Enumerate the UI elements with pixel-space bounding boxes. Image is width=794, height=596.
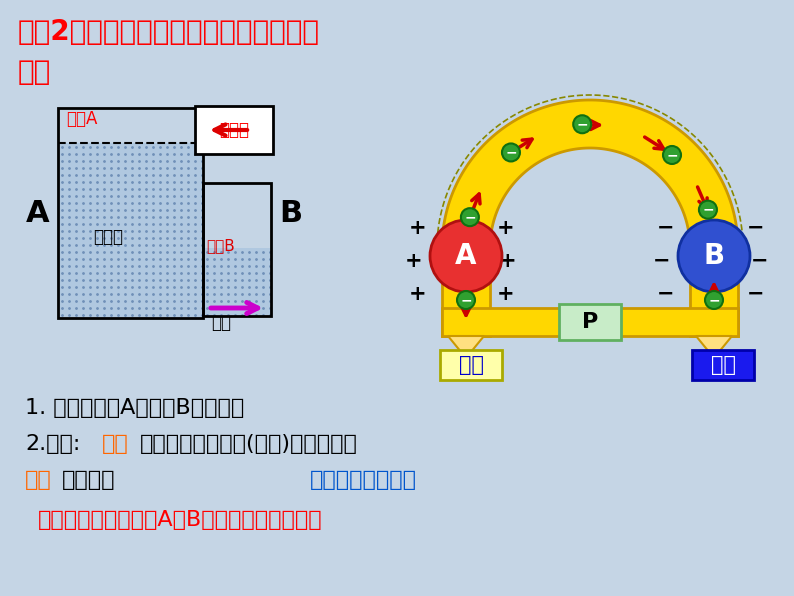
Polygon shape	[442, 100, 738, 248]
Text: −: −	[708, 293, 720, 307]
Text: 这个装置就是电源。A、B就是电源的两个极。: 这个装置就是电源。A、B就是电源的两个极。	[38, 510, 322, 530]
Text: 保持: 保持	[102, 434, 129, 454]
Bar	[203, 183, 271, 316]
Text: −: −	[505, 145, 517, 160]
Text: −: −	[657, 284, 675, 304]
Bar	[690, 248, 738, 336]
Text: −: −	[666, 148, 678, 162]
Text: +: +	[499, 251, 517, 271]
Bar	[195, 106, 273, 154]
Text: −: −	[657, 218, 675, 238]
Bar	[58, 143, 203, 318]
Circle shape	[430, 220, 502, 292]
Text: 么？: 么？	[18, 58, 52, 86]
Bar	[203, 248, 271, 316]
Circle shape	[678, 220, 750, 292]
Text: +: +	[497, 218, 515, 238]
Text: +: +	[409, 218, 427, 238]
Text: 2.作用:: 2.作用:	[25, 434, 80, 454]
Text: −: −	[751, 251, 769, 271]
Text: A: A	[26, 198, 49, 228]
Bar	[692, 350, 754, 380]
Circle shape	[705, 291, 723, 309]
Circle shape	[699, 201, 717, 219]
Text: 水势B: 水势B	[206, 238, 235, 253]
Text: −: −	[461, 293, 472, 307]
Text: +: +	[405, 251, 423, 271]
Text: −: −	[747, 284, 765, 304]
Text: 正极: 正极	[458, 355, 484, 375]
Text: 负极: 负极	[711, 355, 735, 375]
Text: B: B	[703, 242, 725, 270]
Text: 导体两端的电势差(电压)，使电路有: 导体两端的电势差(电压)，使电路有	[140, 434, 358, 454]
Bar	[559, 304, 621, 340]
Circle shape	[461, 208, 479, 226]
Text: −: −	[464, 210, 476, 224]
Text: 抽水机: 抽水机	[219, 121, 249, 139]
Text: −: −	[576, 117, 588, 131]
Text: 电源相当于抽水机: 电源相当于抽水机	[310, 470, 417, 490]
Text: 的电流。: 的电流。	[62, 470, 115, 490]
Bar	[442, 308, 738, 336]
Bar	[442, 248, 490, 336]
Polygon shape	[448, 336, 484, 358]
Text: 连通器: 连通器	[93, 228, 123, 246]
Text: −: −	[747, 218, 765, 238]
Circle shape	[502, 144, 520, 162]
Text: 持续: 持续	[25, 470, 52, 490]
Text: −: −	[653, 251, 671, 271]
Text: P: P	[582, 312, 598, 332]
Text: −: −	[702, 203, 714, 217]
Text: A: A	[455, 242, 476, 270]
Text: 水流: 水流	[211, 314, 231, 332]
Circle shape	[457, 291, 475, 309]
Text: 1. 能把电子从A搬运到B的装置。: 1. 能把电子从A搬运到B的装置。	[25, 398, 245, 418]
Circle shape	[663, 146, 681, 164]
Text: B: B	[279, 198, 303, 228]
Polygon shape	[696, 336, 732, 358]
Text: +: +	[409, 284, 427, 304]
Text: 问题2：导体中产生持续电流的条件是什: 问题2：导体中产生持续电流的条件是什	[18, 18, 320, 46]
Bar	[58, 108, 203, 318]
Text: +: +	[497, 284, 515, 304]
Bar	[440, 350, 502, 380]
Circle shape	[573, 115, 592, 134]
Text: 水势A: 水势A	[66, 110, 98, 128]
